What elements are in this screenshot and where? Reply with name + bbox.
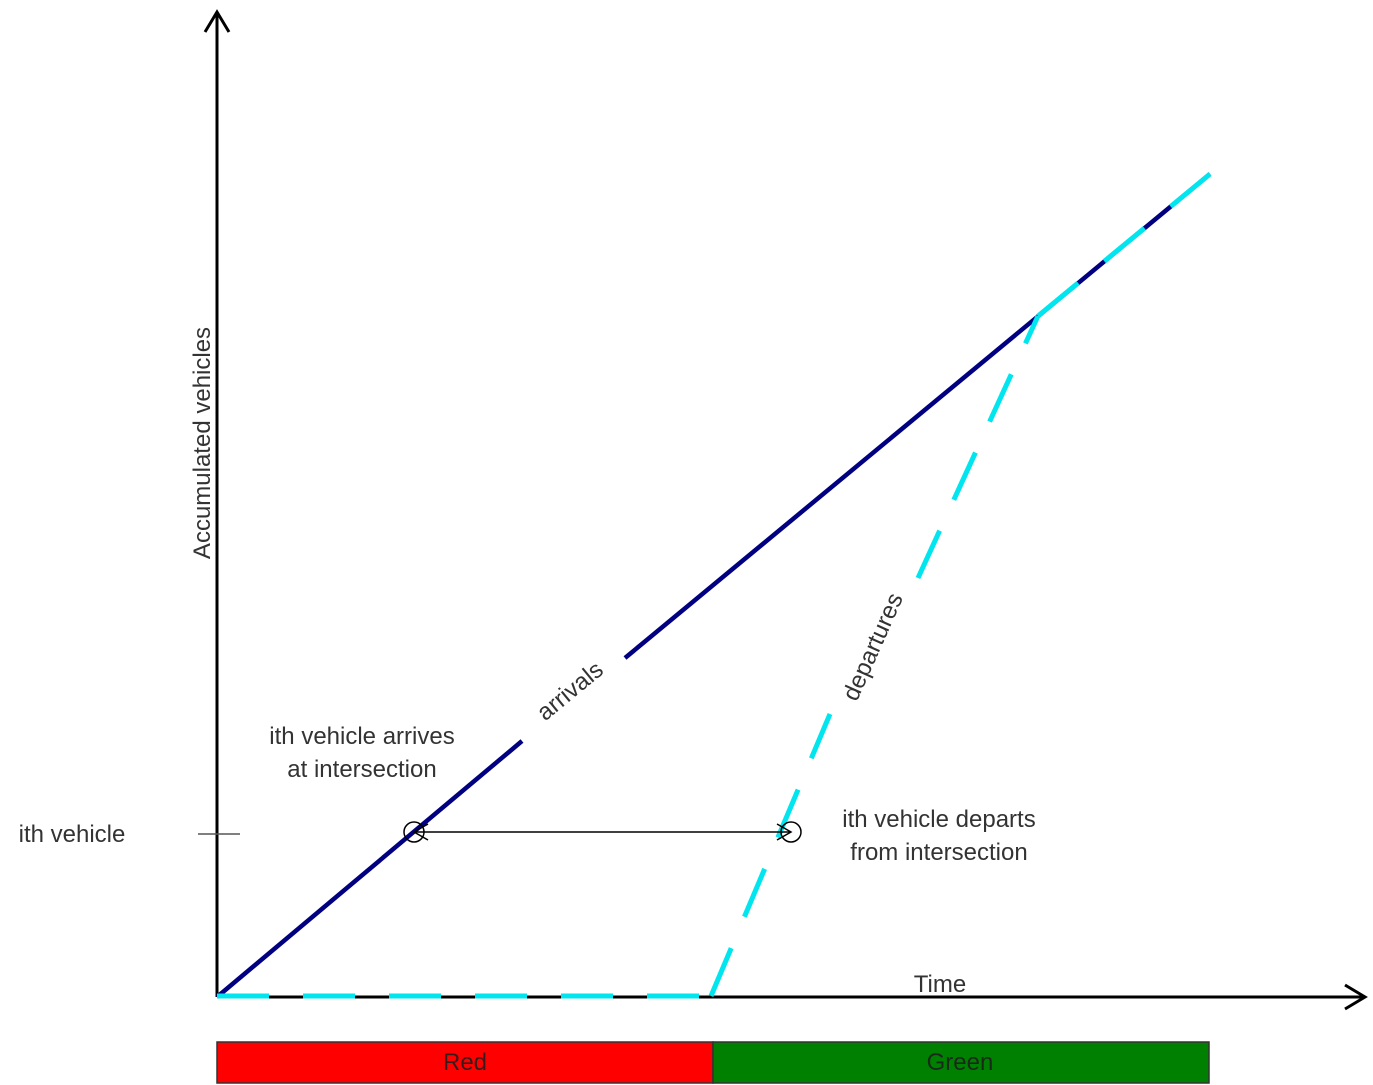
- red-phase-label: Red: [443, 1049, 487, 1076]
- departure-annotation-line2: from intersection: [850, 839, 1027, 866]
- delay-arrow-left-head: [412, 823, 429, 841]
- arrivals-line-label: arrivals: [532, 656, 609, 726]
- departures-line-merged: [1036, 172, 1212, 318]
- green-phase-bar: [712, 1041, 1210, 1084]
- arrival-annotation-line1: ith vehicle arrives: [269, 723, 454, 750]
- departures-line-label: departures: [837, 589, 908, 705]
- red-phase-bar: [216, 1041, 714, 1084]
- x-axis-label: Time: [914, 971, 966, 998]
- departure-annotation-line1: ith vehicle departs: [842, 806, 1035, 833]
- departures-line-lower: [708, 713, 833, 997]
- y-axis-label: Accumulated vehicles: [189, 327, 216, 559]
- y-axis-arrowhead: [203, 9, 231, 33]
- departures-line-upper: [915, 314, 1041, 580]
- arrivals-line-lower: [215, 739, 524, 999]
- arrival-annotation-line2: at intersection: [287, 756, 436, 783]
- ith-vehicle-label: ith vehicle: [19, 821, 126, 848]
- x-axis-arrowhead: [1344, 983, 1368, 1011]
- green-phase-label: Green: [927, 1049, 994, 1076]
- delay-arrow-right-head: [776, 823, 793, 841]
